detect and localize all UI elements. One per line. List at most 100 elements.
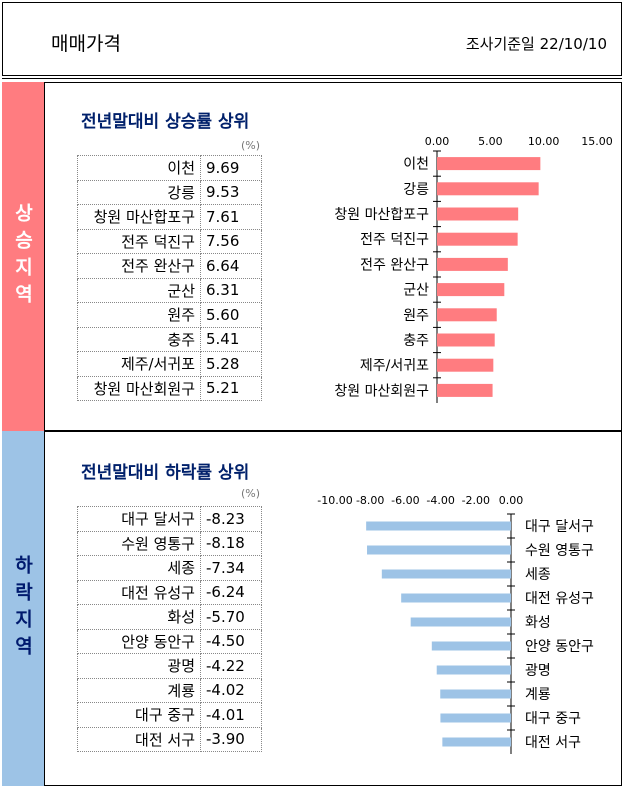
- x-tick-label: -6.00: [391, 494, 419, 507]
- change-rate: 5.21: [200, 375, 262, 401]
- category-label: 화성: [525, 615, 551, 631]
- chart-bar: [437, 182, 539, 196]
- table-row: 제주/서귀포 5.28: [77, 351, 262, 377]
- table-row: 안양 동안구 -4.50: [77, 628, 262, 654]
- chart-bar: [440, 713, 511, 723]
- category-label: 군산: [403, 283, 429, 299]
- x-tick-label: -8.00: [356, 494, 384, 507]
- divider: [2, 78, 622, 79]
- page-title: 매매가격: [51, 33, 121, 55]
- region-name: 창원 마산회원구: [77, 375, 201, 401]
- table-row: 세종 -7.34: [77, 555, 262, 581]
- category-label: 세종: [525, 567, 551, 583]
- category-label: 안양 동안구: [525, 639, 594, 655]
- fall-side-label: 하락지역: [2, 431, 44, 786]
- chart-bar: [367, 545, 511, 555]
- region-name: 안양 동안구: [77, 628, 201, 654]
- chart-bar: [437, 157, 541, 171]
- category-label: 대전 유성구: [525, 591, 594, 607]
- fall-unit-label: (%): [241, 487, 261, 500]
- category-label: 수원 영통구: [525, 543, 594, 559]
- table-row: 원주 5.60: [77, 302, 262, 328]
- x-tick-label: 15.00: [581, 135, 613, 148]
- region-name: 대구 중구: [77, 702, 201, 728]
- category-label: 창원 마산합포구: [334, 207, 429, 223]
- fall-side-text: 하락지역: [11, 554, 34, 663]
- rise-side-text: 상승지역: [11, 202, 34, 311]
- header-bar: 매매가격 조사기준일 22/10/10: [2, 2, 622, 76]
- region-name: 대전 서구: [77, 726, 201, 752]
- chart-bar: [381, 569, 511, 579]
- x-tick-label: -2.00: [462, 494, 490, 507]
- change-rate: 6.64: [200, 253, 262, 279]
- change-rate: -4.22: [200, 653, 262, 679]
- x-tick-label: -4.00: [426, 494, 454, 507]
- region-name: 창원 마산합포구: [77, 204, 201, 230]
- x-tick-label: 0.00: [499, 494, 524, 507]
- category-label: 강릉: [403, 182, 429, 198]
- fall-section-title: 전년말대비 하락률 상위: [81, 463, 250, 483]
- table-row: 대전 서구 -3.90: [77, 726, 262, 752]
- category-label: 전주 완산구: [360, 257, 429, 273]
- region-name: 계룡: [77, 677, 201, 703]
- category-label: 전주 덕진구: [360, 232, 429, 248]
- chart-bar: [437, 257, 508, 271]
- region-name: 광명: [77, 653, 201, 679]
- x-tick-label: 10.00: [528, 135, 560, 148]
- rise-table: 이천 9.69 강릉 9.53 창원 마산합포구 7.61 전주 덕진구 7.56 전주 완산구…: [77, 155, 262, 401]
- category-label: 창원 마산회원구: [334, 383, 429, 399]
- table-row: 대구 중구 -4.01: [77, 702, 262, 728]
- fall-panel: 전년말대비 하락률 상위 (%) 대구 달서구 -8.23 수원 영통구 -8.18 세…: [44, 431, 622, 786]
- chart-bar: [437, 283, 505, 297]
- chart-bar: [440, 689, 511, 699]
- change-rate: -3.90: [200, 726, 262, 752]
- chart-bar: [431, 641, 511, 651]
- survey-date: 조사기준일 22/10/10: [465, 35, 607, 53]
- table-row: 충주 5.41: [77, 326, 262, 352]
- table-row: 대전 유성구 -6.24: [77, 579, 262, 605]
- chart-bar: [437, 308, 497, 322]
- category-label: 대전 서구: [525, 735, 581, 751]
- category-label: 제주/서귀포: [360, 358, 429, 374]
- table-row: 전주 덕진구 7.56: [77, 228, 262, 254]
- rise-side-label: 상승지역: [2, 82, 44, 431]
- chart-bar: [410, 617, 511, 627]
- change-rate: 5.60: [200, 302, 262, 328]
- category-label: 대구 달서구: [525, 519, 594, 535]
- chart-bar: [437, 333, 495, 347]
- category-label: 대구 중구: [525, 711, 581, 727]
- change-rate: 9.53: [200, 179, 262, 205]
- rise-section-title: 전년말대비 상승률 상위: [81, 112, 250, 132]
- chart-bar: [437, 358, 494, 372]
- category-label: 이천: [403, 157, 429, 173]
- category-label: 광명: [525, 663, 551, 679]
- table-row: 창원 마산회원구 5.21: [77, 375, 262, 401]
- table-row: 전주 완산구 6.64: [77, 253, 262, 279]
- rise-unit-label: (%): [241, 139, 261, 152]
- region-name: 원주: [77, 302, 201, 328]
- table-row: 강릉 9.53: [77, 179, 262, 205]
- change-rate: 7.56: [200, 228, 262, 254]
- x-tick-label: 5.00: [478, 135, 503, 148]
- change-rate: -6.24: [200, 579, 262, 605]
- change-rate: -8.23: [200, 506, 262, 532]
- chart-bar: [366, 521, 511, 531]
- change-rate: 7.61: [200, 204, 262, 230]
- chart-bar: [437, 232, 518, 246]
- table-row: 창원 마산합포구 7.61: [77, 204, 262, 230]
- chart-bar: [442, 737, 511, 747]
- table-row: 계룡 -4.02: [77, 677, 262, 703]
- category-label: 원주: [403, 308, 429, 324]
- table-row: 광명 -4.22: [77, 653, 262, 679]
- x-tick-label: 0.00: [425, 135, 450, 148]
- fall-table: 대구 달서구 -8.23 수원 영통구 -8.18 세종 -7.34 대전 유성구 -6.24…: [77, 506, 262, 752]
- rise-panel: 전년말대비 상승률 상위 (%) 이천 9.69 강릉 9.53 창원 마산합포구 7.6…: [44, 82, 622, 431]
- chart-bar: [401, 593, 511, 603]
- change-rate: -8.18: [200, 530, 262, 556]
- chart-bar: [436, 665, 511, 675]
- category-label: 계룡: [525, 687, 551, 703]
- region-name: 전주 덕진구: [77, 228, 201, 254]
- region-name: 수원 영통구: [77, 530, 201, 556]
